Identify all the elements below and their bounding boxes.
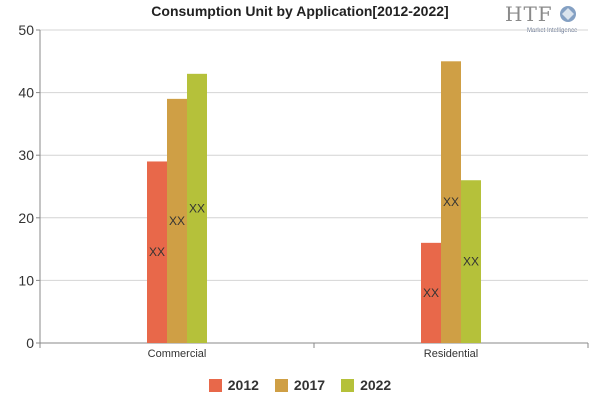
y-tick-label: 30	[18, 147, 34, 163]
bar-2012-residential	[421, 242, 441, 343]
logo-text: HTF	[505, 2, 553, 26]
y-tick-label: 50	[18, 22, 34, 38]
data-label: XX	[149, 245, 165, 259]
bar-2017-residential	[441, 61, 461, 344]
bar-2022-commercial	[187, 73, 207, 343]
legend-item-2022[interactable]: 2022	[341, 377, 391, 393]
chart-title: Consumption Unit by Application[2012-202…	[151, 3, 449, 19]
legend-item-2012[interactable]: 2012	[208, 377, 259, 393]
legend-label: 2022	[360, 377, 392, 393]
data-label: XX	[189, 201, 205, 215]
y-tick-label: 40	[18, 85, 34, 101]
legend-swatch	[341, 378, 355, 392]
legend-item-2017[interactable]: 2017	[274, 377, 326, 393]
legend-swatch	[208, 378, 222, 392]
bar-2022-residential	[461, 180, 481, 343]
chart-legend: 2012 2017 2022	[0, 377, 600, 393]
y-tick-label: 10	[18, 272, 34, 288]
bar-2012-commercial	[147, 161, 167, 343]
legend-label: 2017	[293, 377, 326, 393]
data-label: XX	[443, 195, 459, 209]
data-label: XX	[169, 214, 185, 228]
logo-subtext: Market Intelligence	[527, 28, 578, 34]
bar-2017-commercial	[167, 98, 187, 343]
y-tick-label: 0	[26, 335, 34, 351]
legend-label: 2012	[227, 377, 259, 393]
legend-swatch	[274, 378, 288, 392]
data-label: XX	[463, 255, 479, 269]
data-label: XX	[423, 286, 439, 300]
y-tick-label: 20	[18, 210, 34, 226]
x-tick-label: Residential	[424, 348, 478, 360]
x-tick-label: Commercial	[148, 348, 207, 360]
htf-logo: HTF Market Intelligence	[505, 2, 595, 42]
